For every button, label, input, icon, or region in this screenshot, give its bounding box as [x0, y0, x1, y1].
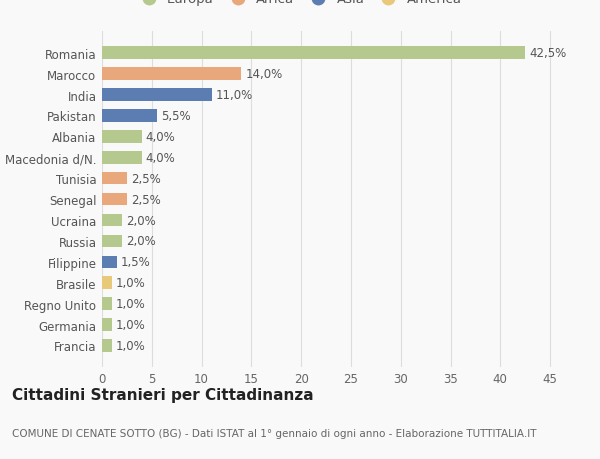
- Bar: [102, 173, 127, 185]
- Text: 4,0%: 4,0%: [146, 131, 176, 144]
- Text: 1,5%: 1,5%: [121, 256, 151, 269]
- Text: Cittadini Stranieri per Cittadinanza: Cittadini Stranieri per Cittadinanza: [12, 387, 314, 403]
- Text: 2,5%: 2,5%: [131, 172, 161, 185]
- Bar: [102, 110, 157, 123]
- Bar: [102, 256, 117, 269]
- Text: COMUNE DI CENATE SOTTO (BG) - Dati ISTAT al 1° gennaio di ogni anno - Elaborazio: COMUNE DI CENATE SOTTO (BG) - Dati ISTAT…: [12, 428, 536, 438]
- Text: 5,5%: 5,5%: [161, 110, 190, 123]
- Text: 14,0%: 14,0%: [245, 68, 283, 81]
- Bar: [102, 89, 212, 101]
- Text: 1,0%: 1,0%: [116, 297, 146, 310]
- Bar: [102, 277, 112, 289]
- Bar: [102, 131, 142, 143]
- Bar: [102, 235, 122, 248]
- Text: 1,0%: 1,0%: [116, 319, 146, 331]
- Bar: [102, 298, 112, 310]
- Bar: [102, 193, 127, 206]
- Text: 2,0%: 2,0%: [126, 214, 155, 227]
- Bar: [102, 68, 241, 81]
- Text: 4,0%: 4,0%: [146, 151, 176, 164]
- Bar: [102, 47, 525, 60]
- Text: 1,0%: 1,0%: [116, 277, 146, 290]
- Text: 11,0%: 11,0%: [215, 89, 253, 102]
- Text: 2,0%: 2,0%: [126, 235, 155, 248]
- Bar: [102, 319, 112, 331]
- Legend: Europa, Africa, Asia, America: Europa, Africa, Asia, America: [136, 0, 461, 6]
- Text: 1,0%: 1,0%: [116, 339, 146, 352]
- Bar: [102, 214, 122, 227]
- Bar: [102, 340, 112, 352]
- Text: 42,5%: 42,5%: [529, 47, 566, 60]
- Bar: [102, 151, 142, 164]
- Text: 2,5%: 2,5%: [131, 193, 161, 206]
